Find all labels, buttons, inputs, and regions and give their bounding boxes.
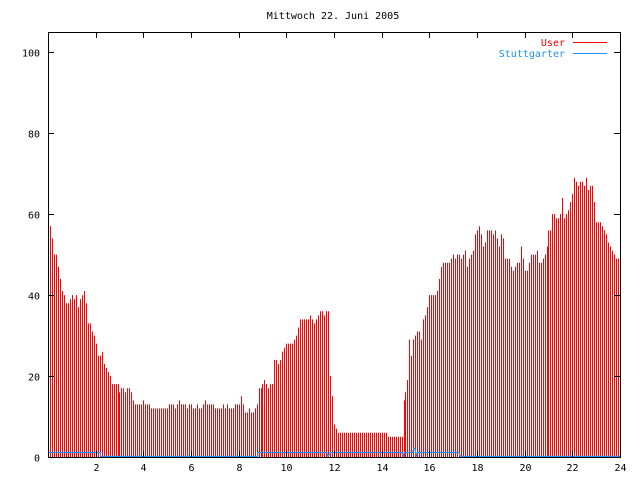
plot-border <box>48 32 621 458</box>
x-tick-label: 20 <box>519 463 531 474</box>
x-tick-label: 6 <box>188 463 194 474</box>
x-tick-label: 10 <box>280 463 292 474</box>
x-tick-label: 22 <box>566 463 578 474</box>
y-tick-label: 80 <box>28 130 40 141</box>
y-tick-label: 0 <box>34 454 40 465</box>
legend-label-stuttgarter: Stuttgarter <box>499 49 565 60</box>
user-series <box>48 177 619 457</box>
x-tick-label: 14 <box>376 463 388 474</box>
x-tick-label: 16 <box>423 463 435 474</box>
y-tick-label: 100 <box>22 49 40 60</box>
legend: User Stuttgarter <box>499 38 607 60</box>
legend-label-user: User <box>541 38 565 49</box>
x-tick-label: 4 <box>140 463 146 474</box>
x-tick-label: 24 <box>614 463 626 474</box>
x-tick-label: 8 <box>236 463 242 474</box>
x-tick-label: 18 <box>471 463 483 474</box>
x-tick-label: 2 <box>93 463 99 474</box>
stuttgarter-series-line <box>48 447 620 459</box>
y-tick-label: 20 <box>28 373 40 384</box>
x-tick-label: 12 <box>328 463 340 474</box>
chart-title: Mittwoch 22. Juni 2005 <box>267 11 399 22</box>
y-tick-label: 40 <box>28 292 40 303</box>
y-tick-label: 60 <box>28 211 40 222</box>
